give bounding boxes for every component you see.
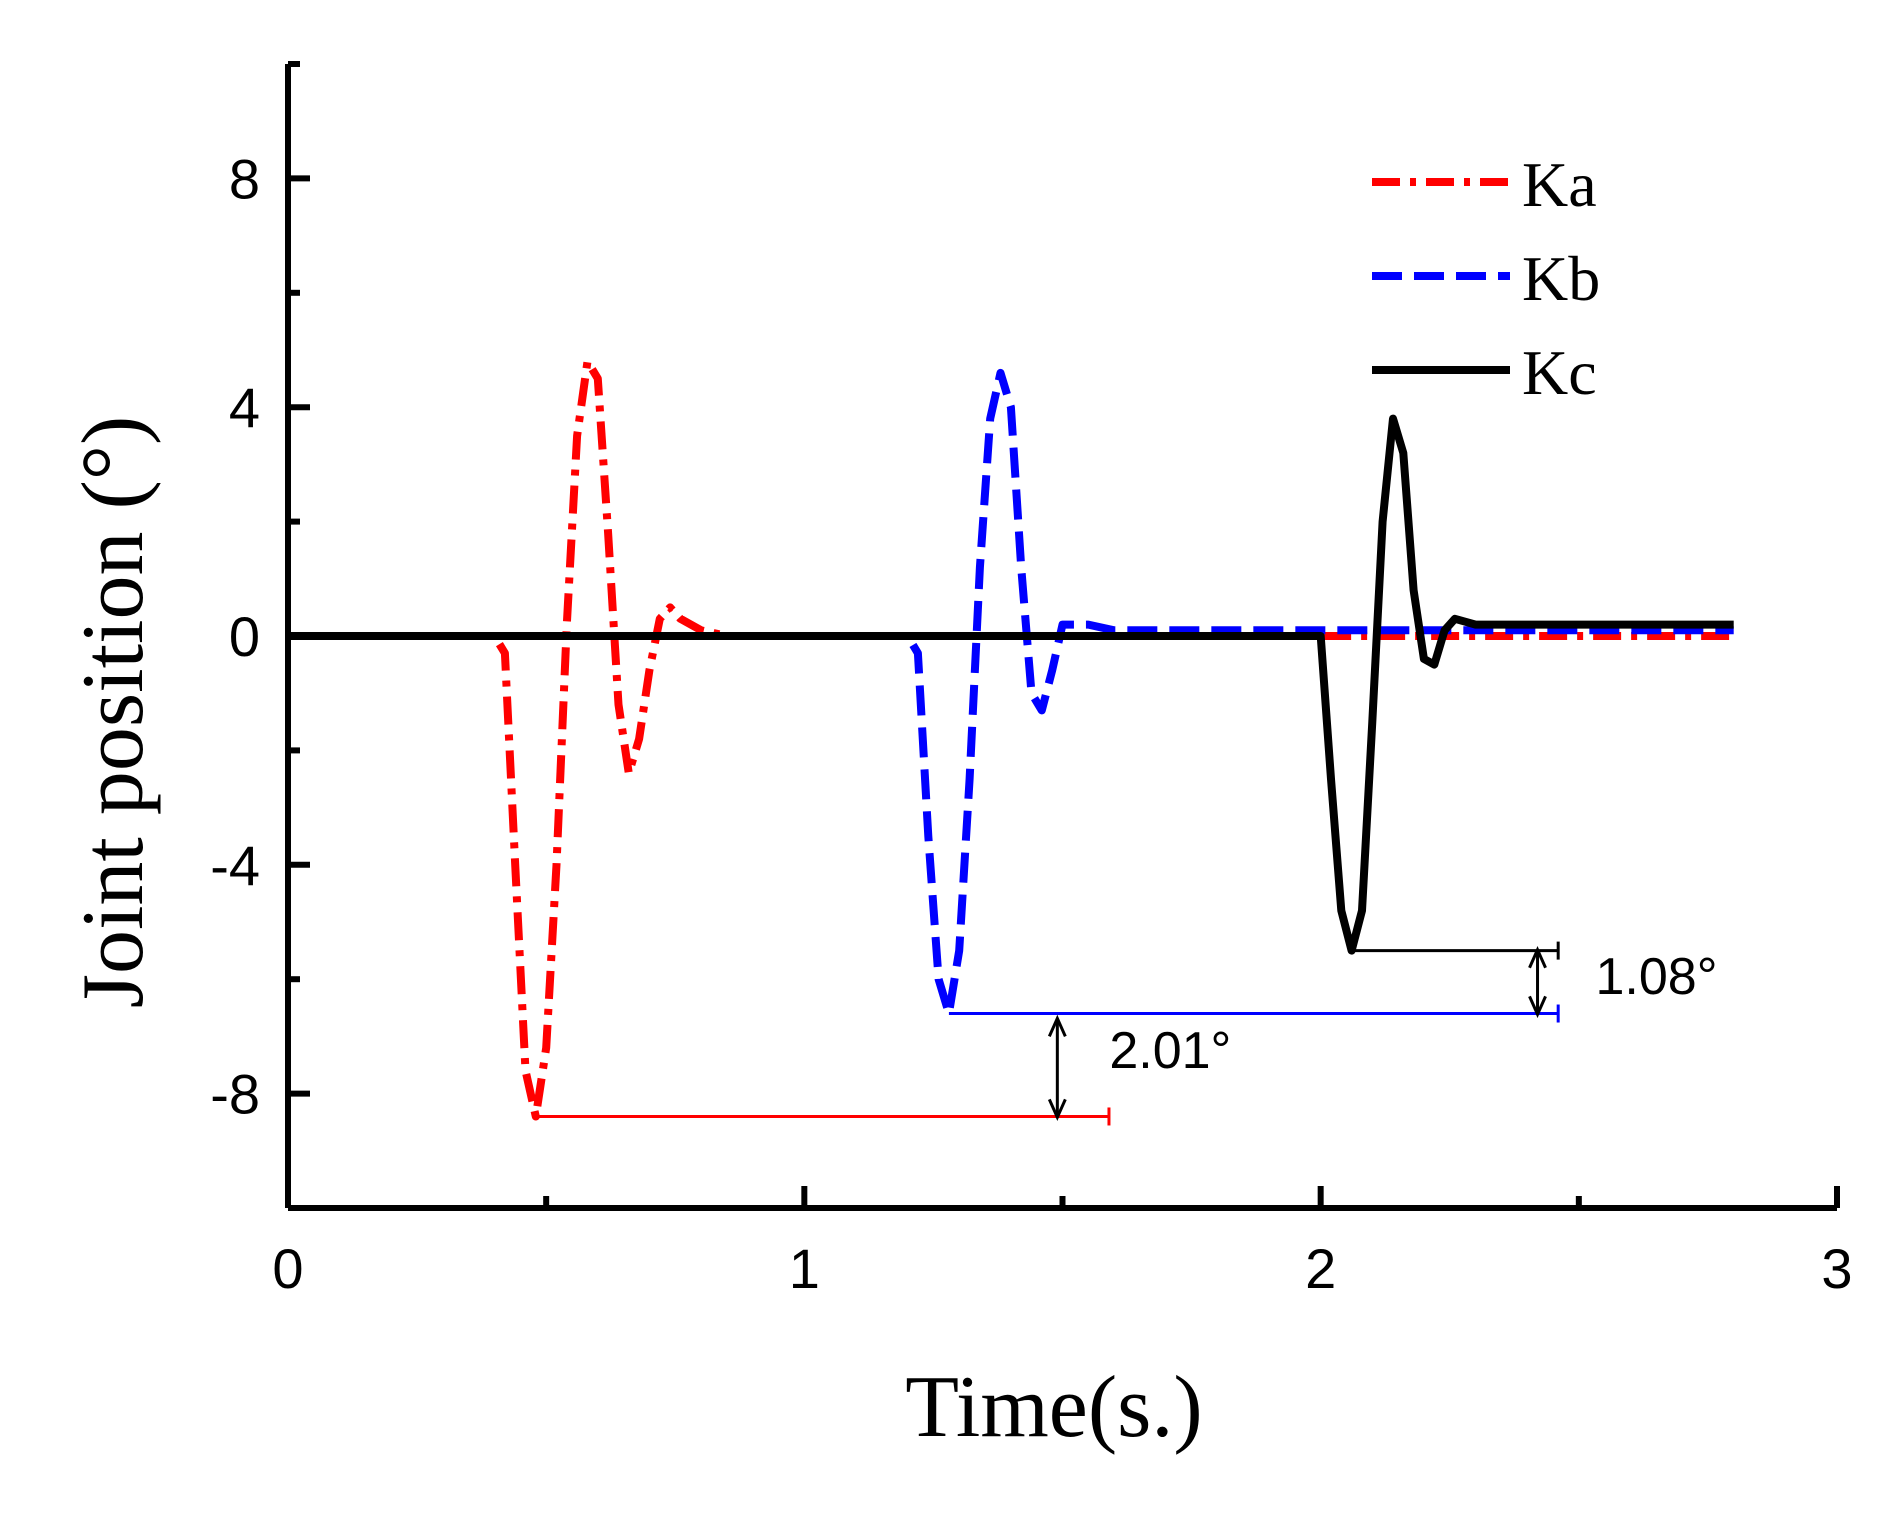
y-tick-label: 4 <box>229 376 260 439</box>
arrow-head-up <box>1047 1014 1067 1037</box>
legend-label-ka: Ka <box>1522 149 1597 220</box>
annotations: 2.01° 1.08° <box>535 941 1718 1126</box>
x-tick-label: 3 <box>1821 1237 1852 1300</box>
series-line-ka <box>288 357 1734 1121</box>
x-axis-title: Time(s.) <box>905 1359 1202 1456</box>
arrow-head-down <box>1528 995 1547 1019</box>
annotation-label: 1.08° <box>1596 948 1718 1006</box>
arrow-head-up <box>1528 946 1547 969</box>
legend-label-kc: Kc <box>1522 337 1597 408</box>
series-line-kb <box>288 368 1734 1018</box>
series-line-kc <box>288 414 1734 955</box>
x-tick-label: 2 <box>1305 1237 1336 1300</box>
y-tick-label: 8 <box>229 147 260 210</box>
y-tick-label: -8 <box>210 1063 260 1126</box>
legend-label-kb: Kb <box>1522 243 1600 314</box>
y-tick-label: -4 <box>210 834 260 897</box>
y-axis-title: Joint position (°) <box>65 416 162 1009</box>
axes: 0 1 2 3 -8 -4 0 4 8 <box>210 61 1853 1300</box>
arrow-head-down <box>1047 1098 1067 1122</box>
x-tick-label: 0 <box>272 1237 303 1300</box>
x-tick-label: 1 <box>789 1237 820 1300</box>
plot-area <box>288 357 1734 1121</box>
legend: Ka Kb Kc <box>1372 149 1600 408</box>
annotation-label: 2.01° <box>1109 1022 1231 1080</box>
y-tick-label: 0 <box>229 605 260 668</box>
